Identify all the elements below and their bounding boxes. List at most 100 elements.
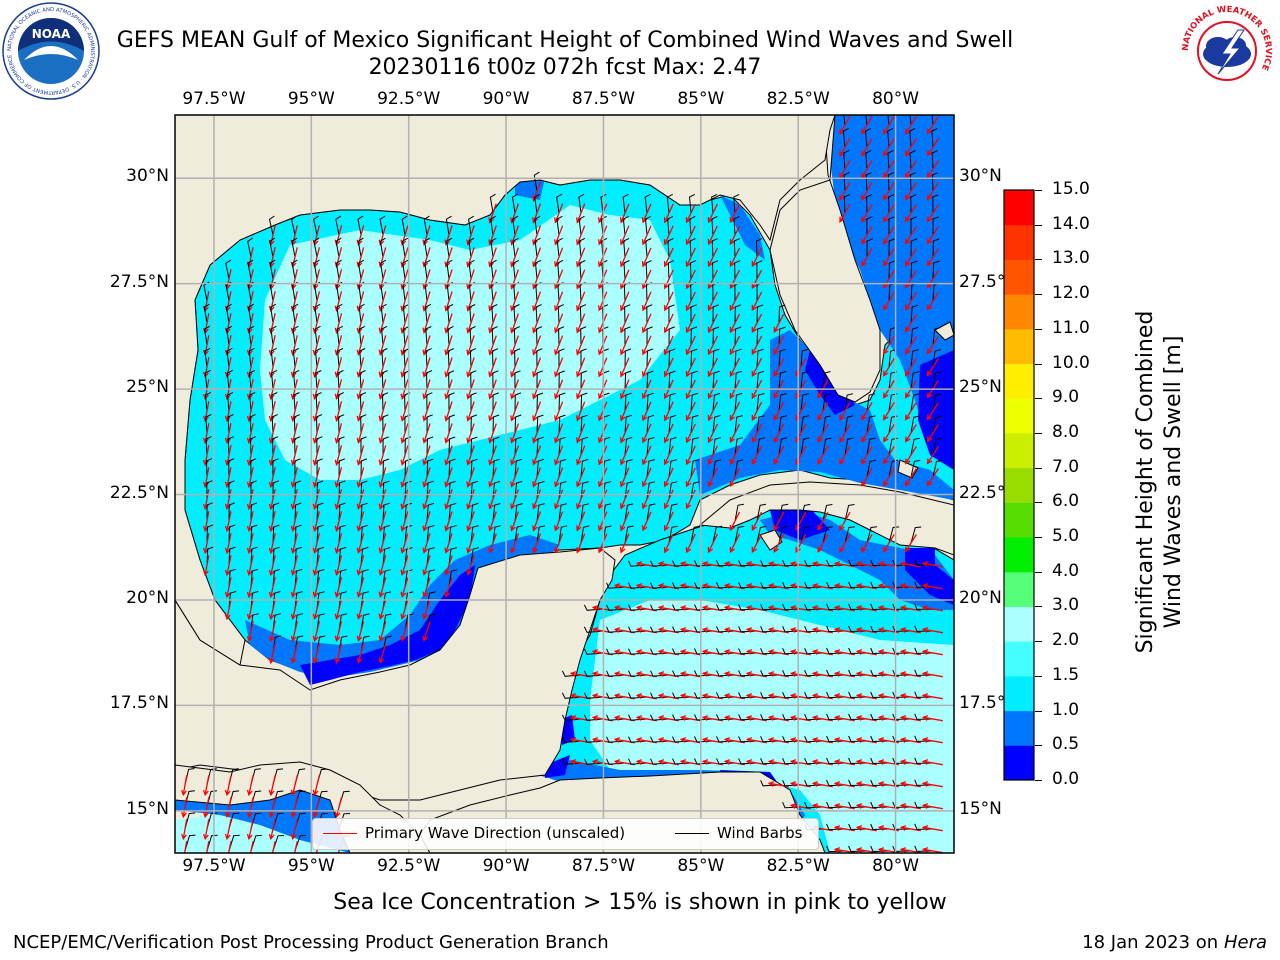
wind-barb [694,582,714,589]
wind-barb [733,238,740,258]
wind-barb [448,370,455,390]
wind-barb [822,393,831,412]
wind-barb [360,591,370,610]
wind-barb [403,325,410,346]
wind-barb [914,779,934,786]
wind-barb [601,237,608,258]
colorbar-bin [1004,745,1034,781]
wave-direction-arrow [444,291,453,312]
wind-barb [624,459,633,478]
wind-barb [247,237,253,258]
wind-barb [843,115,846,126]
wave-direction-arrow [334,621,343,643]
wind-barb [646,503,656,522]
wave-direction-arrow [921,715,943,722]
wind-barb [424,303,432,324]
wave-direction-arrow [224,533,232,555]
wind-barb [848,691,868,699]
wave-direction-arrow [641,269,652,290]
wave-direction-arrow [290,643,298,665]
wave-direction-arrow [817,533,829,553]
wind-barb [870,559,890,567]
wave-direction-arrow [663,445,674,466]
wave-direction-arrow [268,511,276,533]
wind-barb [756,326,764,346]
wind-barb [870,757,890,765]
wind-barb [738,648,758,655]
wave-direction-arrow [249,841,254,853]
wave-direction-arrow [312,489,321,511]
wind-barb [738,626,758,633]
wave-direction-arrow [290,533,298,555]
wind-barb [446,259,453,280]
wave-direction-arrow [904,424,917,443]
wave-direction-arrow [839,445,851,465]
wave-direction-arrow [641,511,652,532]
wind-barb [514,525,524,544]
wave-direction-arrow [554,533,564,554]
wind-barb [426,392,433,412]
wave-direction-arrow [532,467,542,488]
wave-direction-arrow [729,533,741,554]
wind-barb [294,524,302,544]
wave-direction-arrow [833,583,855,590]
wave-direction-arrow [811,561,833,568]
wave-direction-arrow [202,819,210,841]
wave-direction-arrow [290,621,298,643]
wind-barb [734,459,744,478]
wave-direction-arrow [378,621,387,642]
wind-barb [357,215,364,236]
wind-barb [668,481,678,500]
wave-direction-arrow [378,335,387,356]
wave-direction-arrow [576,313,586,334]
colorbar-tick-mark [1035,780,1042,781]
wind-barb [425,370,433,390]
wind-barb [470,502,479,522]
wind-barb [248,303,255,324]
wind-barb [910,415,920,434]
wave-direction-arrow [899,803,921,810]
wind-barb [760,648,780,655]
wind-barb [561,736,582,743]
wave-direction-arrow [444,489,453,510]
wind-barb [337,392,344,412]
wind-barb [734,415,743,434]
wave-direction-arrow [811,737,833,744]
wind-barb [910,393,920,412]
wind-barb [448,502,457,522]
wind-barb [932,194,939,214]
wind-barb [668,370,676,390]
wind-barb [606,692,626,699]
wind-barb [826,691,846,699]
wind-barb [870,845,890,853]
wave-direction-arrow [811,583,833,590]
wind-barb [536,436,544,456]
wind-barb [316,502,324,522]
wind-barb [583,648,604,655]
wind-barb [914,801,934,808]
wave-direction-arrow [400,467,409,488]
wind-barb [558,525,568,544]
lat-label-right: 27.5°N [959,271,1019,292]
wind-barb [887,115,890,126]
wind-barb [426,502,435,522]
wave-direction-arrow [833,847,855,853]
wind-barb [250,458,257,478]
wave-direction-arrow [268,401,276,423]
wind-barb [848,735,868,743]
wave-zone-low-honduras [545,715,790,815]
wind-barb [624,392,632,412]
wave-direction-arrow [378,577,387,598]
wind-barb [315,414,323,434]
wind-barb [206,480,213,500]
wave-direction-arrow [510,247,520,268]
wave-direction-arrow [641,291,652,312]
wind-barb [672,648,692,655]
wind-barb [579,304,587,324]
wind-barb [888,194,895,214]
wave-direction-arrow [334,555,343,577]
wind-barb [622,215,630,236]
wind-barb [380,259,387,280]
wind-barb [491,326,498,346]
wind-barb [270,347,277,368]
